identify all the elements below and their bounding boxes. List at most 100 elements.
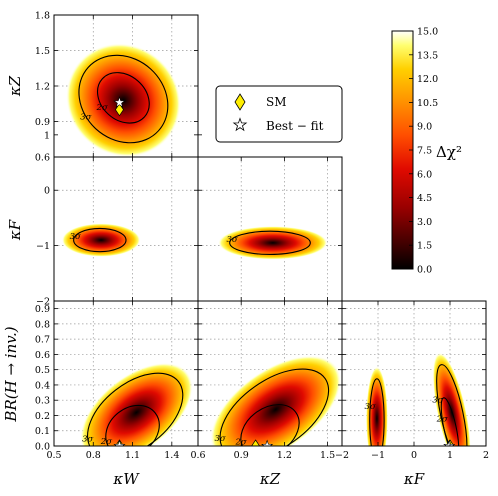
confidence-contour [73, 227, 127, 253]
likelihood-region [80, 362, 193, 446]
legend-best-fit-label: Best − fit [266, 119, 324, 133]
colorbar: 0.0 1.5 3.0 4.5 6.0 7.5 9.0 10.5 12.0 13.5 15.0 Δχ… [391, 27, 462, 276]
y-tick-label: 0.9 [35, 117, 50, 128]
best-fit-star-icon [113, 439, 126, 446]
colorbar-tick-label: 7.5 [417, 146, 432, 157]
colorbar-ticks: 0.0 1.5 3.0 4.5 6.0 7.5 9.0 10.5 12.0 13.5 15.0 [409, 27, 438, 276]
confidence-contour [97, 72, 150, 124]
colorbar-tick-label: 3.0 [417, 217, 432, 228]
y-tick-label: 0.6 [35, 350, 50, 361]
y-tick-label: 0.6 [35, 153, 50, 164]
panel-kW-kZ: 2σ 3σ [53, 14, 199, 158]
y-tick-label: 1.8 [35, 11, 50, 22]
x-tick-label: 1.4 [164, 450, 179, 461]
y-tick-label: 0.5 [35, 365, 50, 376]
x-tick-label: 1.2 [277, 450, 292, 461]
sm-point-diamond-icon [115, 103, 124, 117]
panels-layer: 2σ3σ2σ3σ3σ2σ3σ3σ2σ3σ2σ3σ2σ3σ3σ [53, 14, 487, 447]
y-tick-label: 0.3 [35, 396, 50, 407]
x-tick-label: −2 [335, 450, 349, 461]
sm-point-diamond-icon [251, 439, 261, 446]
x-tick-label: 1.1 [125, 450, 140, 461]
panel-plot-area: 2σ 3σ [54, 15, 198, 157]
contour-label: 2σ [100, 437, 112, 447]
y-tick-label: 0.2 [35, 411, 50, 422]
confidence-contour [78, 54, 169, 144]
likelihood-region [210, 355, 342, 446]
x-axis-label-kappa-w: κW [112, 470, 140, 488]
confidence-contour [229, 230, 311, 256]
panel-kZ-BR: 2σ 3σ [197, 300, 343, 447]
y-tick-label: 0.0 [35, 442, 50, 453]
colorbar-tick-label: 0.0 [417, 265, 432, 276]
y-tick-label: 0.8 [35, 319, 50, 330]
axis-text-layer: 0.60.91.21.51.8−2−1010.00.10.20.30.40.50… [35, 11, 489, 462]
colorbar-tick-label: 12.0 [417, 74, 438, 85]
y-tick-label: −2 [36, 297, 50, 308]
y-tick-label: 0.4 [35, 380, 50, 391]
y-tick-label: 0 [44, 186, 50, 197]
colorbar-tick-label: 6.0 [417, 169, 432, 180]
contour-label: 3σ [227, 235, 238, 245]
panel-plot-area: 2σ 3σ [198, 301, 342, 447]
y-tick-label: 1.5 [35, 46, 50, 57]
y-axis-label-br-inv: BR(H → inv.) [2, 326, 20, 422]
x-tick-label: 0.5 [46, 450, 61, 461]
likelihood-region [366, 366, 388, 446]
colorbar-tick-label: 1.5 [417, 241, 432, 252]
x-tick-label: −1 [371, 450, 385, 461]
y-tick-label: 0.1 [35, 426, 50, 437]
x-axis-label-kappa-f: κF [403, 470, 425, 488]
legend: SM Best − fit [215, 85, 343, 143]
y-tick-label: −1 [36, 241, 50, 252]
contour-label: 2σ [96, 103, 108, 113]
x-tick-label: 0.8 [86, 450, 101, 461]
contour-label: 3σ [70, 232, 81, 242]
y-tick-label: 0.9 [35, 304, 50, 315]
confidence-contour [436, 364, 468, 446]
x-axis-label-kappa-z: κZ [259, 470, 281, 488]
legend-best-fit-star-icon [232, 117, 248, 132]
colorbar-label: Δχ² [436, 143, 462, 161]
x-tick-label: 1 [447, 450, 453, 461]
legend-sm-diamond-icon [234, 93, 246, 111]
y-axis-label-kappa-f: κF [6, 219, 24, 241]
contour-label: 2σ [235, 437, 247, 447]
contour-label: 3σ [82, 435, 93, 445]
colorbar-tick-label: 9.0 [417, 122, 432, 133]
confidence-contour [87, 372, 184, 446]
best-fit-star-icon [443, 439, 456, 446]
contour-label: 3σ [80, 113, 91, 123]
x-tick-label: 1.5 [320, 450, 335, 461]
contour-label: 3σ [365, 402, 376, 412]
legend-box [215, 85, 343, 143]
confidence-contour [105, 404, 160, 446]
x-tick-label: 0 [411, 450, 417, 461]
y-axis-label-kappa-z: κZ [6, 75, 24, 97]
y-tick-label: 1.2 [35, 82, 50, 93]
contour-label: 3σ [214, 434, 225, 444]
best-fit-star-icon [113, 96, 126, 108]
colorbar-tick-label: 13.5 [417, 50, 438, 61]
x-tick-label: 0.6 [190, 450, 205, 461]
colorbar-tick-label: 4.5 [417, 193, 432, 204]
panel-kW-BR: 2σ 3σ [53, 300, 199, 447]
colorbar-tick-label: 10.5 [417, 98, 438, 109]
likelihood-region [218, 226, 328, 260]
colorbar-tick-label: 15.0 [417, 27, 438, 38]
confidence-contour [240, 404, 300, 446]
confidence-contour [369, 378, 385, 446]
x-tick-label: 0.9 [234, 450, 249, 461]
legend-sm-label: SM [266, 95, 287, 109]
panel-plot-area: 2σ 3σ [54, 301, 198, 447]
contour-label: 3σ [432, 395, 443, 405]
likelihood-region [66, 43, 181, 157]
confidence-contour [219, 368, 330, 446]
